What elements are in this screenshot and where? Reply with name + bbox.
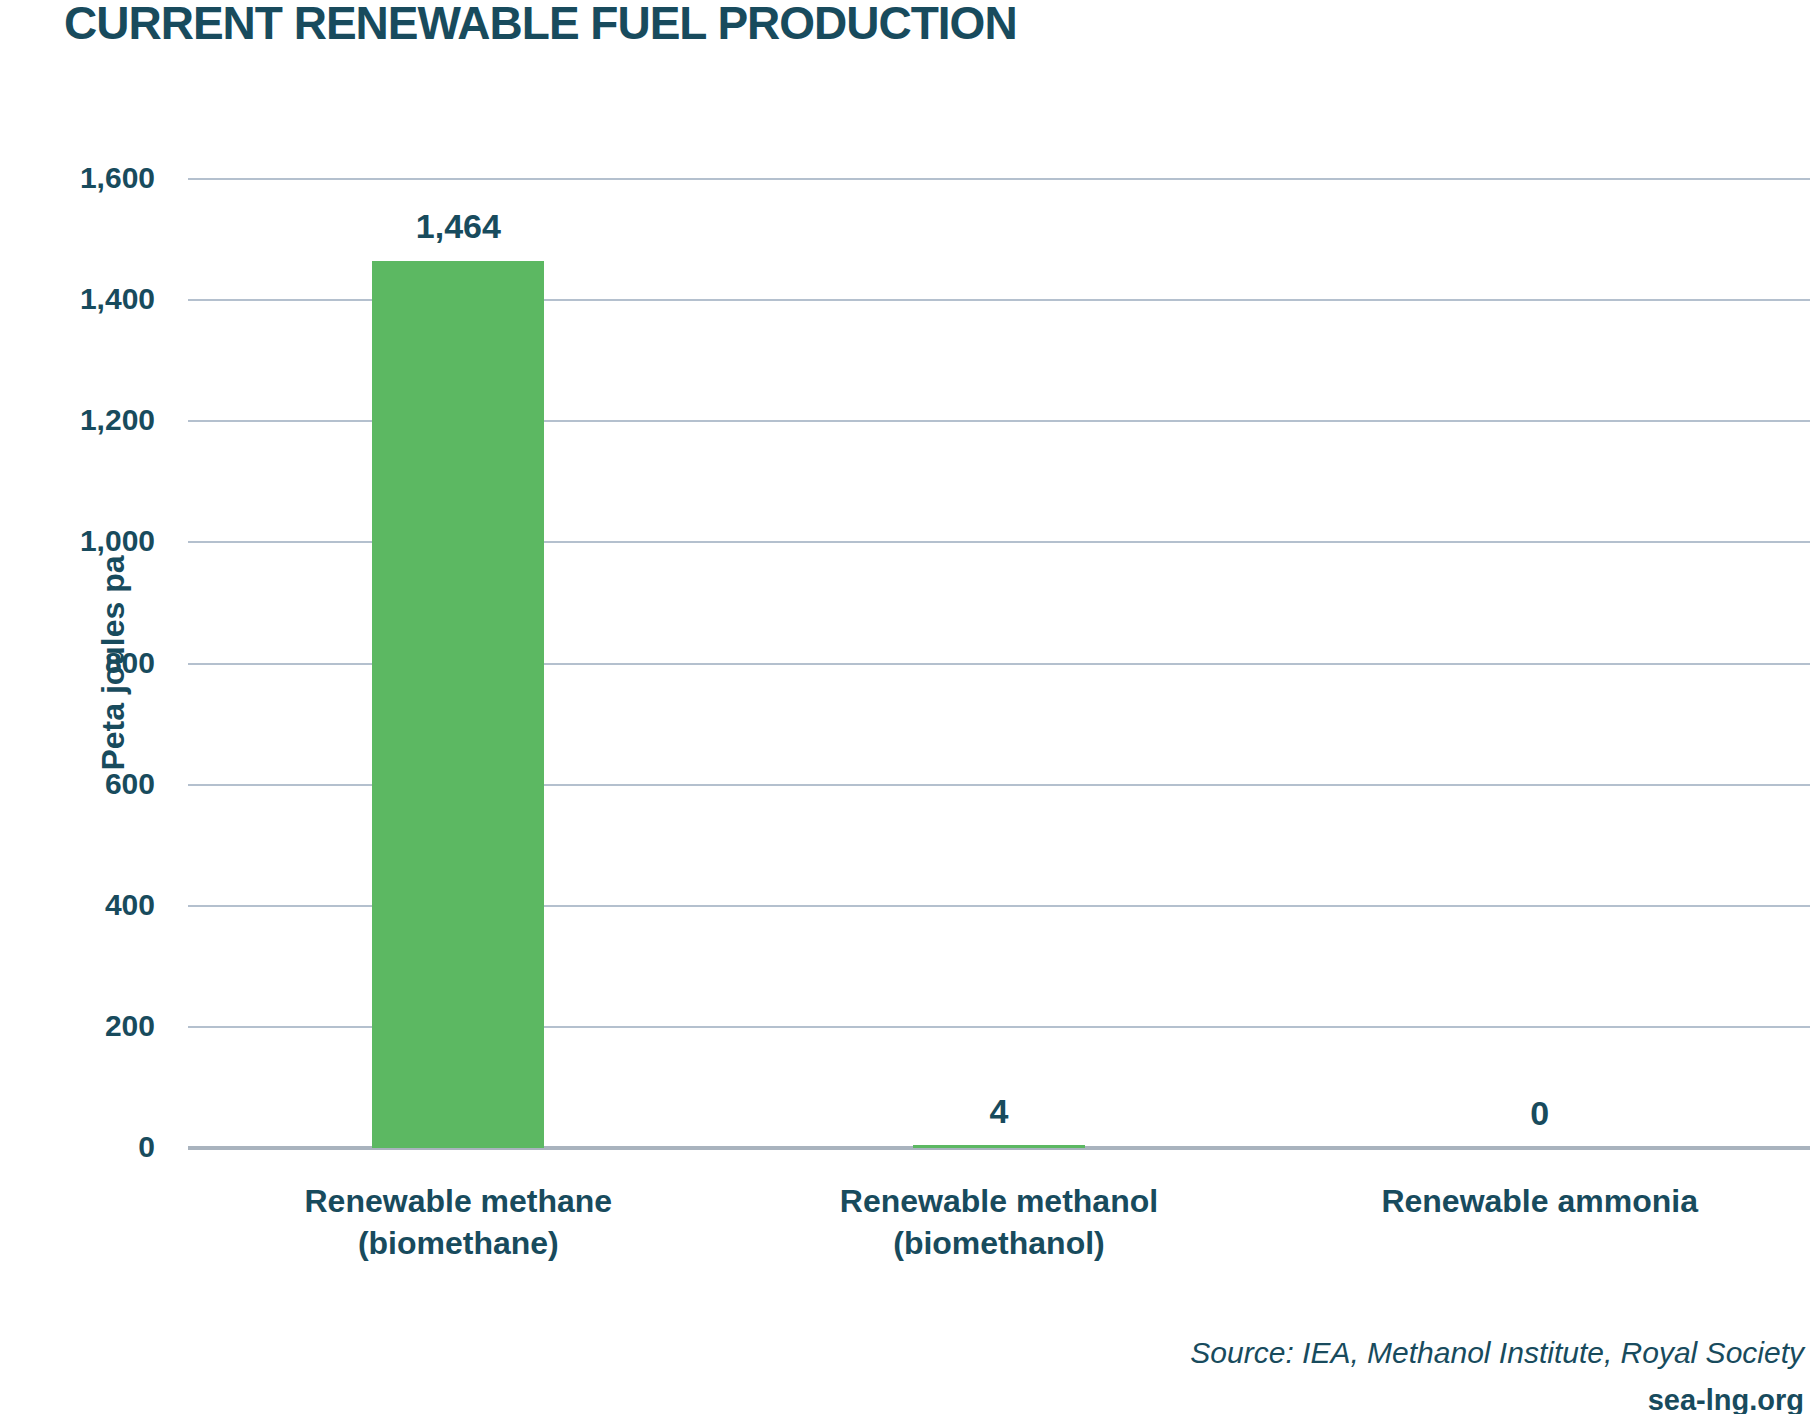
x-category-label-line: Renewable ammonia — [1381, 1180, 1698, 1222]
y-tick-label: 1,000 — [0, 525, 155, 559]
bar-value-label: 4 — [990, 1092, 1009, 1131]
x-category-label-line: Renewable methane — [305, 1180, 613, 1222]
website-label: sea-lng.org — [1648, 1384, 1804, 1414]
x-category-label: Renewable methanol(biomethanol) — [840, 1180, 1158, 1264]
y-tick-label: 0 — [0, 1130, 155, 1164]
y-tick-label: 200 — [0, 1009, 155, 1043]
source-note: Source: IEA, Methanol Institute, Royal S… — [1190, 1336, 1804, 1370]
x-category-label-line: Renewable methanol — [840, 1180, 1158, 1222]
bar-value-label: 0 — [1530, 1094, 1549, 1133]
bar — [372, 261, 544, 1148]
bar-chart-plot-area: Peta joules pa 02004006008001,0001,2001,… — [0, 0, 1812, 1414]
y-tick-label: 400 — [0, 888, 155, 922]
y-tick-label: 1,200 — [0, 404, 155, 438]
bar-value-label: 1,464 — [416, 207, 501, 246]
x-category-label-line: (biomethane) — [305, 1222, 613, 1264]
y-tick-label: 1,400 — [0, 282, 155, 316]
y-tick-label: 800 — [0, 646, 155, 680]
x-category-label-line: (biomethanol) — [840, 1222, 1158, 1264]
x-category-label: Renewable methane(biomethane) — [305, 1180, 613, 1264]
y-tick-label: 600 — [0, 767, 155, 801]
bar — [913, 1145, 1085, 1148]
chart-page: CURRENT RENEWABLE FUEL PRODUCTION Peta j… — [0, 0, 1812, 1414]
gridline — [188, 178, 1810, 180]
y-tick-label: 1,600 — [0, 161, 155, 195]
x-category-label: Renewable ammonia — [1381, 1180, 1698, 1222]
